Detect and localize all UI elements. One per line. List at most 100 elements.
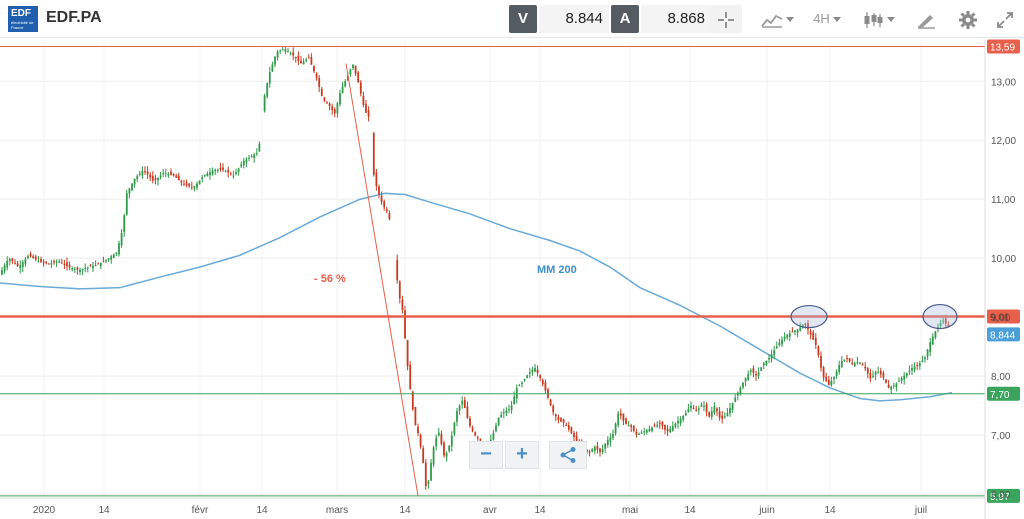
candle-body [224,170,227,172]
fullscreen-button[interactable] [990,5,1020,33]
candle-body [274,56,276,65]
x-tick-label: 14 [824,505,836,516]
candle-body [40,259,42,262]
candle-body [700,404,703,407]
candle-body [770,354,773,359]
candle-body [219,167,222,170]
candle-body [908,370,911,372]
candle-body [97,263,100,265]
logo-subtext: électricité de France [11,20,34,30]
candle-body [180,180,183,183]
candle-body [794,330,796,333]
candle-body [757,372,760,376]
candle-body [879,370,882,375]
candle-body [245,159,248,163]
candle-body [903,375,906,380]
candle-body [271,64,274,72]
candle-body [604,443,607,449]
candle-body [37,260,40,262]
candle-body [110,256,113,260]
candle-body [469,418,471,426]
candle-body [684,412,687,416]
candle-body [328,103,331,107]
candle-body [687,408,690,413]
candle-body [92,265,94,269]
level-tag [987,488,1020,503]
candle-body [619,413,622,416]
candle-body [492,433,495,440]
candle-body [856,362,859,364]
candle-body [27,256,29,259]
candle-body [565,424,568,426]
candle-body [567,425,570,430]
candle-body [276,51,279,58]
candle-body [913,366,916,371]
moving-average-layer [0,192,953,402]
draw-button[interactable] [910,5,942,33]
zoom-in-button[interactable]: + [505,441,539,469]
candle-body [3,265,6,272]
candle-body [708,412,711,417]
candle-body [344,81,347,87]
crosshair-button[interactable] [710,5,742,33]
x-tick-label: avr [483,505,498,516]
candle-body [846,358,848,360]
share-button[interactable] [549,441,587,469]
candle-body [877,371,880,373]
candle-body [695,409,698,412]
y-tick-label: 9,00 [991,313,1011,324]
candle-body [401,299,404,310]
candle-body [851,362,854,364]
candle-body [861,364,864,366]
candle-body [292,52,295,56]
candle-body [820,356,822,368]
candle-body [216,169,219,171]
candle-body [378,186,380,195]
candle-body [81,268,84,270]
candle-body [313,65,315,72]
x-tick-label: mai [622,505,638,516]
candle-body [432,447,435,465]
candle-body [648,428,651,432]
candle-type-button[interactable] [856,5,900,33]
candle-body [76,267,79,270]
zoom-out-button[interactable]: − [469,441,503,469]
candle-body [864,366,867,369]
candle-body [14,262,16,264]
y-tick-label: 11,00 [991,195,1016,206]
drop-annotation: - 56 % [314,273,346,285]
candle-body [830,380,833,386]
candle-body [755,374,757,376]
candle-body [68,264,71,268]
candle-body [549,399,552,406]
candle-body [664,424,666,430]
candle-body [638,433,640,435]
candle-body [16,263,19,267]
x-tick-label: mars [326,505,348,516]
candle-body [183,183,185,185]
timeframe-button[interactable]: 4H [808,5,846,33]
x-tick-label: 2020 [33,505,56,516]
candle-body [661,421,664,426]
settings-button[interactable] [952,5,984,33]
candle-body [835,371,838,376]
bid-label: V [509,5,537,33]
candle-body [521,382,523,384]
candle-body [510,405,513,410]
candle-body [752,368,755,373]
candle-body [430,462,432,481]
candle-body [367,110,370,117]
chart-type-button[interactable] [754,5,800,33]
candle-body [162,173,165,175]
chart-grid [0,40,985,497]
candle-body [742,382,744,388]
candle-body [833,377,835,380]
candle-body [453,422,456,435]
candle-body [125,193,128,215]
candle-body [398,281,401,299]
candle-body [796,329,799,333]
current-price-label: 8,844 [990,330,1015,341]
candle-body [799,327,802,331]
candle-body [297,55,300,62]
